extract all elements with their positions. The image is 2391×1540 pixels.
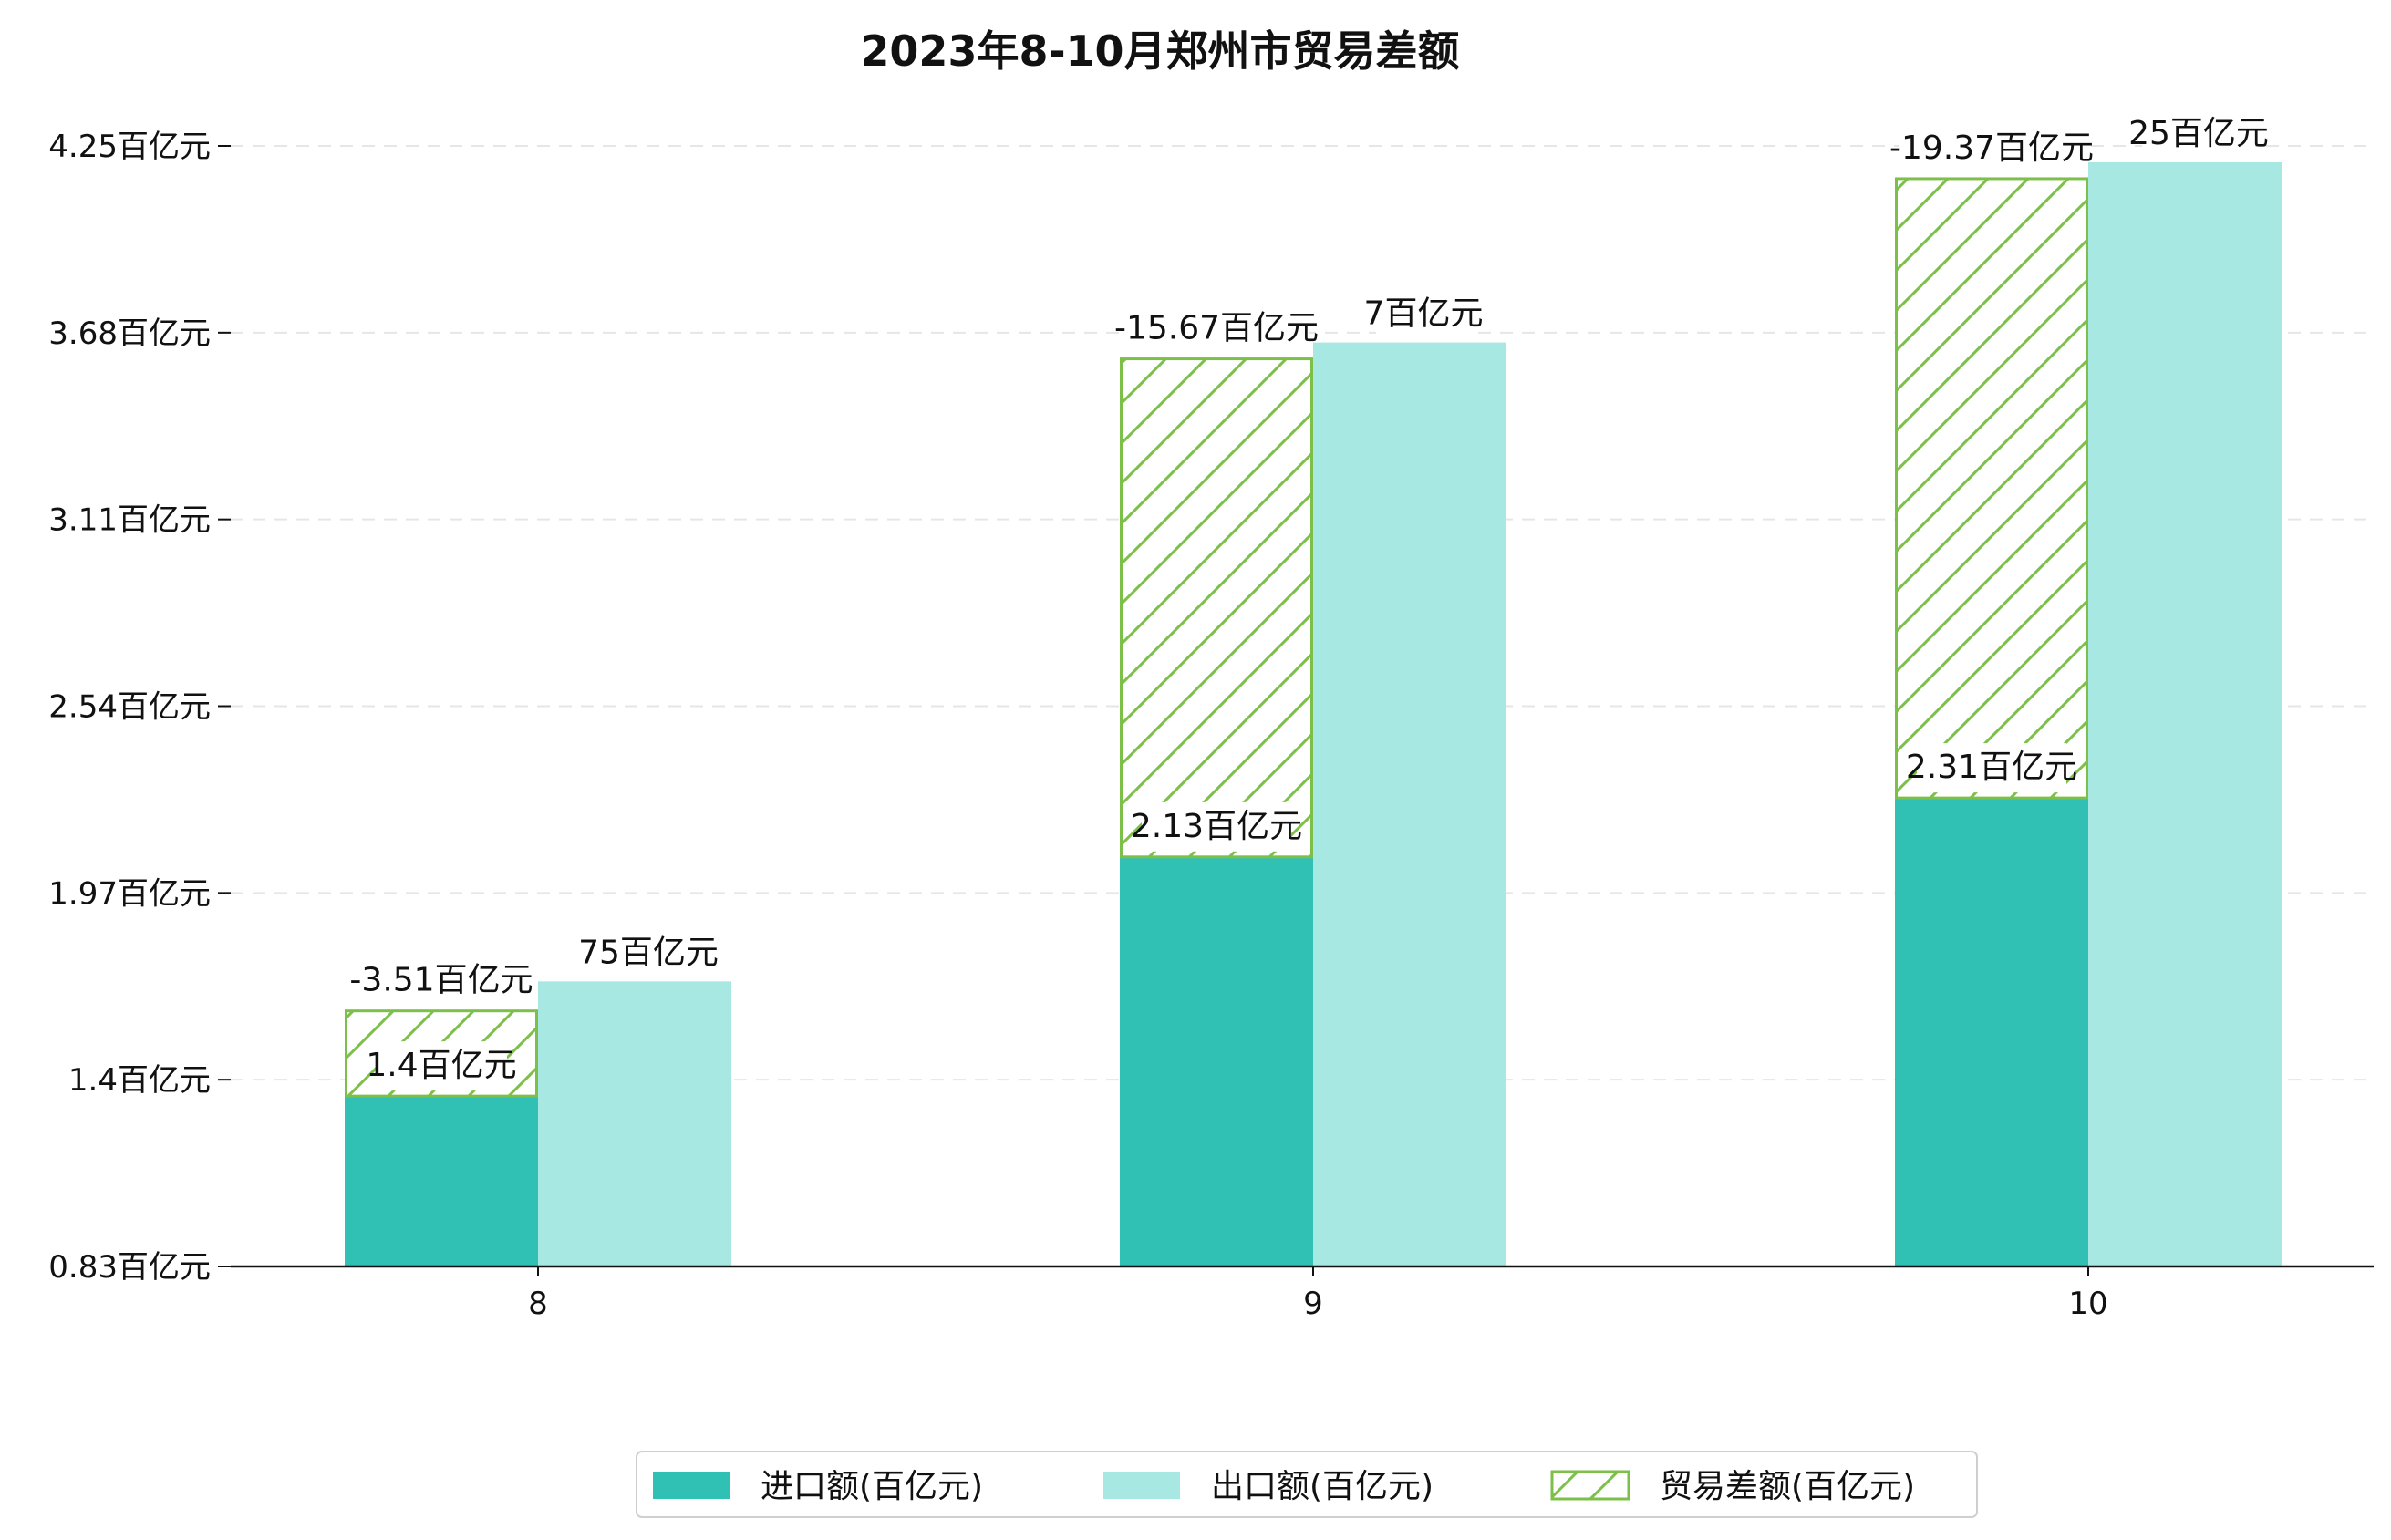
y-tick-label: 3.11百亿元 <box>48 502 211 539</box>
data-label: 75百亿元 <box>578 934 719 971</box>
data-label-background <box>1123 304 1309 354</box>
data-label: -15.67百亿元 <box>1114 310 1319 347</box>
export-bar <box>2088 161 2282 1267</box>
legend-swatch-balance <box>1550 1470 1630 1501</box>
y-tick-label: 1.97百亿元 <box>48 875 211 912</box>
legend-label: 贸易差额(百亿元) <box>1660 1468 1915 1505</box>
data-label: 1.4百亿元 <box>366 1047 516 1084</box>
data-label: 2.13百亿元 <box>1131 808 1302 845</box>
data-label-background <box>1376 289 1471 339</box>
y-tick-label: 0.83百亿元 <box>48 1249 211 1286</box>
legend: 进口额(百亿元) 出口额(百亿元) 贸易差额(百亿元) <box>636 1451 1978 1518</box>
data-labels: 75百亿元 -3.51百亿元 1.4百亿元 7百亿元 -15.67百亿元 2.13百亿元 2… <box>349 109 2269 1091</box>
export-bar <box>1313 342 1506 1267</box>
data-label: -19.37百亿元 <box>1889 129 2094 167</box>
x-tick-label: 8 <box>528 1286 548 1322</box>
data-label-background <box>592 928 705 978</box>
y-tick-label: 1.4百亿元 <box>68 1062 211 1099</box>
y-tick-label: 3.68百亿元 <box>48 315 211 352</box>
x-tick-label: 9 <box>1303 1286 1323 1322</box>
data-label-background <box>357 956 525 1006</box>
data-label: 7百亿元 <box>1364 295 1484 333</box>
import-bar <box>345 1096 538 1266</box>
legend-label: 进口额(百亿元) <box>761 1468 983 1505</box>
data-label-background <box>1142 801 1291 852</box>
legend-swatch-import <box>653 1472 730 1499</box>
legend-swatch-export <box>1103 1472 1180 1499</box>
y-tick-label: 2.54百亿元 <box>48 689 211 726</box>
y-tick-label: 4.25百亿元 <box>48 129 211 165</box>
legend-box <box>636 1451 1978 1518</box>
data-label-background <box>2142 109 2255 159</box>
balance-bar <box>1120 357 1313 859</box>
axes: 0.83百亿元 1.4百亿元 1.97百亿元 2.54百亿元 3.11百亿元 3.68百亿… <box>48 129 2374 1322</box>
data-label: 25百亿元 <box>2128 115 2269 152</box>
data-label: 2.31百亿元 <box>1906 749 2077 786</box>
data-label-background <box>1899 123 2085 173</box>
data-label-background <box>1917 743 2066 793</box>
data-label-background <box>376 1041 507 1091</box>
export-bar <box>538 981 731 1266</box>
import-bar <box>1895 798 2088 1266</box>
import-bar <box>1120 856 1313 1266</box>
x-tick-label: 10 <box>2068 1286 2107 1322</box>
legend-label: 出口额(百亿元) <box>1211 1468 1434 1505</box>
chart-title: 2023年8-10月郑州市贸易差额 <box>860 26 1459 76</box>
data-label: -3.51百亿元 <box>349 962 533 999</box>
balance-bar <box>1895 177 2088 800</box>
